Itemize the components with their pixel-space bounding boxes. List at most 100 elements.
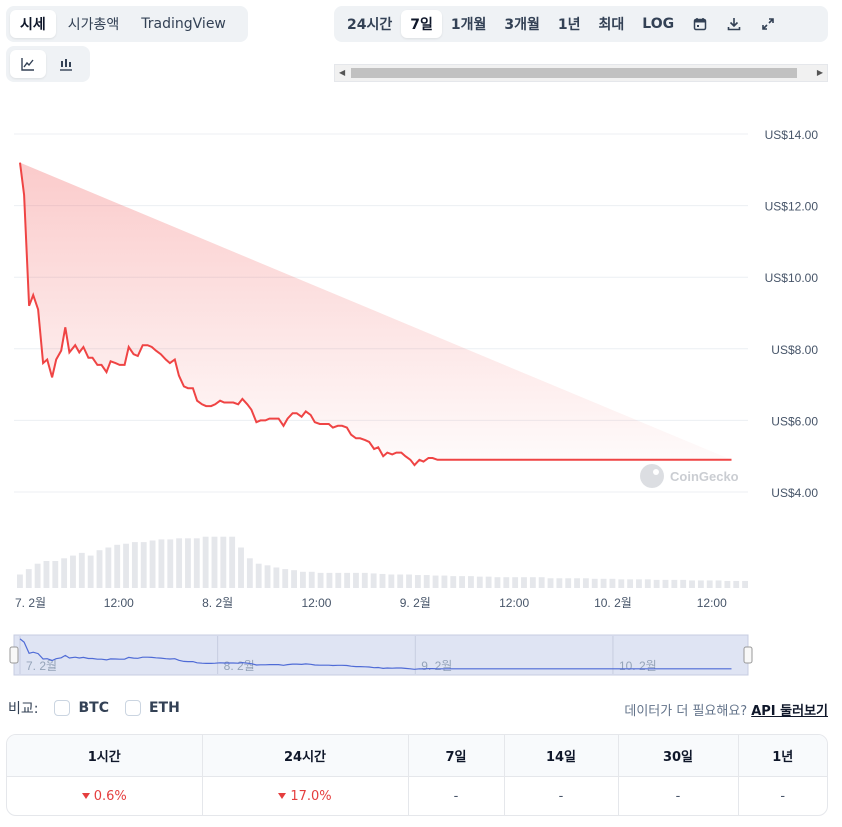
- price-line: [19, 162, 732, 467]
- x-tick-label: 12:00: [104, 596, 134, 610]
- calendar-button[interactable]: [683, 10, 717, 38]
- volume-bar: [388, 574, 395, 588]
- volume-bar: [299, 571, 306, 588]
- range-24h[interactable]: 24시간: [347, 17, 393, 33]
- range-7d[interactable]: 7일: [401, 10, 442, 38]
- header-30d: 30일: [618, 735, 739, 777]
- volume-bar: [697, 580, 704, 588]
- volume-bar: [34, 563, 41, 588]
- volume-bar: [627, 579, 634, 588]
- volume-bar: [662, 579, 669, 588]
- checkbox-box[interactable]: [124, 700, 141, 716]
- api-note-text: 데이터가 더 필요해요?: [624, 704, 748, 719]
- volume-bar: [706, 580, 713, 588]
- candlestick-chart-button[interactable]: [48, 50, 84, 78]
- volume-bar: [644, 579, 651, 588]
- line-chart-button[interactable]: [10, 50, 46, 78]
- volume-bar: [335, 572, 342, 588]
- volume-bar: [273, 567, 280, 588]
- download-icon: [727, 18, 741, 31]
- volume-bar: [25, 569, 32, 588]
- x-tick-label: 9. 2월: [400, 596, 431, 610]
- navigator-label: 10. 2월: [619, 659, 657, 673]
- volume-bar: [476, 576, 483, 588]
- compare-btc-checkbox[interactable]: BTC: [54, 700, 109, 716]
- volume-bar: [96, 550, 103, 588]
- range-max[interactable]: 최대: [598, 17, 625, 33]
- volume-bar: [609, 578, 616, 588]
- x-tick-label: 8. 2월: [202, 596, 233, 610]
- compare-eth-label: ETH: [148, 700, 180, 716]
- volume-bar: [344, 572, 351, 588]
- expand-button[interactable]: [751, 10, 785, 38]
- volume-bar: [202, 536, 209, 588]
- performance-header-row: 1시간 24시간 7일 14일 30일 1년: [7, 735, 827, 777]
- api-link[interactable]: API 둘러보기: [751, 704, 828, 719]
- volume-bar: [78, 552, 85, 588]
- volume-bar: [114, 544, 121, 588]
- volume-bar: [123, 543, 129, 588]
- volume-bar: [326, 572, 333, 588]
- download-button[interactable]: [717, 10, 751, 38]
- volume-bar: [529, 577, 536, 588]
- compare-label: 비교:: [8, 701, 39, 717]
- volume-bar: [715, 580, 722, 588]
- volume-bar: [494, 577, 501, 588]
- volume-bar: [131, 542, 138, 588]
- y-tick-label: US$6.00: [771, 414, 818, 428]
- range-1y[interactable]: 1년: [557, 17, 581, 33]
- volume-bar: [671, 579, 678, 588]
- volume-bar: [503, 577, 510, 588]
- api-note: 데이터가 더 필요해요? API 둘러보기: [624, 700, 828, 719]
- y-tick-label: US$8.00: [771, 343, 818, 357]
- volume-bar: [229, 536, 236, 588]
- calendar-icon: [693, 18, 707, 31]
- range-log[interactable]: LOG: [642, 16, 675, 32]
- volume-bar: [432, 575, 439, 588]
- volume-bar: [211, 536, 218, 588]
- volume-bar: [582, 578, 589, 588]
- volume-bar: [176, 538, 183, 588]
- volume-bar: [565, 578, 572, 588]
- range-1m[interactable]: 1개월: [450, 17, 487, 33]
- range-navigator[interactable]: 7. 2월 8. 2월 9. 2월 10. 2월: [9, 634, 753, 676]
- navigator-label: 8. 2월: [224, 659, 255, 673]
- volume-bar: [406, 574, 412, 588]
- value-1h-text: 0.6%: [93, 788, 127, 804]
- volume-bar: [397, 574, 404, 588]
- volume-bar: [742, 580, 748, 588]
- header-24h: 24시간: [202, 735, 409, 777]
- volume-bar: [353, 572, 359, 588]
- volume-bar: [61, 558, 68, 588]
- checkbox-box[interactable]: [54, 700, 71, 716]
- volume-bar: [291, 570, 297, 588]
- volume-bar: [450, 576, 457, 588]
- price-chart[interactable]: US$4.00 US$6.00 US$8.00 US$10.00 US$12.00 US$…: [0, 0, 842, 690]
- tab-market-cap[interactable]: 시가총액: [67, 17, 120, 33]
- tab-tradingview[interactable]: TradingView: [141, 16, 226, 32]
- scrollbar-thumb[interactable]: [351, 68, 797, 78]
- tab-price[interactable]: 시세: [10, 10, 56, 38]
- volume-bar: [733, 580, 740, 588]
- horizontal-scrollbar[interactable]: ◀ ▶: [334, 64, 828, 82]
- range-3m[interactable]: 3개월: [504, 17, 540, 33]
- volume-bar: [149, 540, 156, 588]
- y-tick-label: US$10.00: [765, 271, 819, 285]
- volume-bar: [689, 580, 695, 588]
- volume-bar: [468, 576, 474, 588]
- y-tick-label: US$4.00: [771, 486, 818, 500]
- down-triangle-icon: [278, 792, 287, 799]
- navigator-left-handle[interactable]: [9, 646, 19, 664]
- scroll-left-icon[interactable]: ◀: [339, 68, 346, 77]
- expand-icon: [762, 18, 774, 30]
- navigator-right-handle[interactable]: [743, 646, 753, 664]
- compare-btc-label: BTC: [78, 700, 109, 716]
- compare-eth-checkbox[interactable]: ETH: [124, 700, 180, 716]
- scroll-right-icon[interactable]: ▶: [816, 68, 823, 77]
- view-tabs: 시세 시가총액 TradingView: [6, 6, 248, 42]
- volume-bar: [547, 578, 554, 588]
- volume-bar: [264, 565, 271, 588]
- volume-bar: [193, 538, 200, 588]
- performance-value-row: 0.6% 17.0% - - - -: [7, 776, 827, 815]
- volume-bar: [414, 575, 421, 588]
